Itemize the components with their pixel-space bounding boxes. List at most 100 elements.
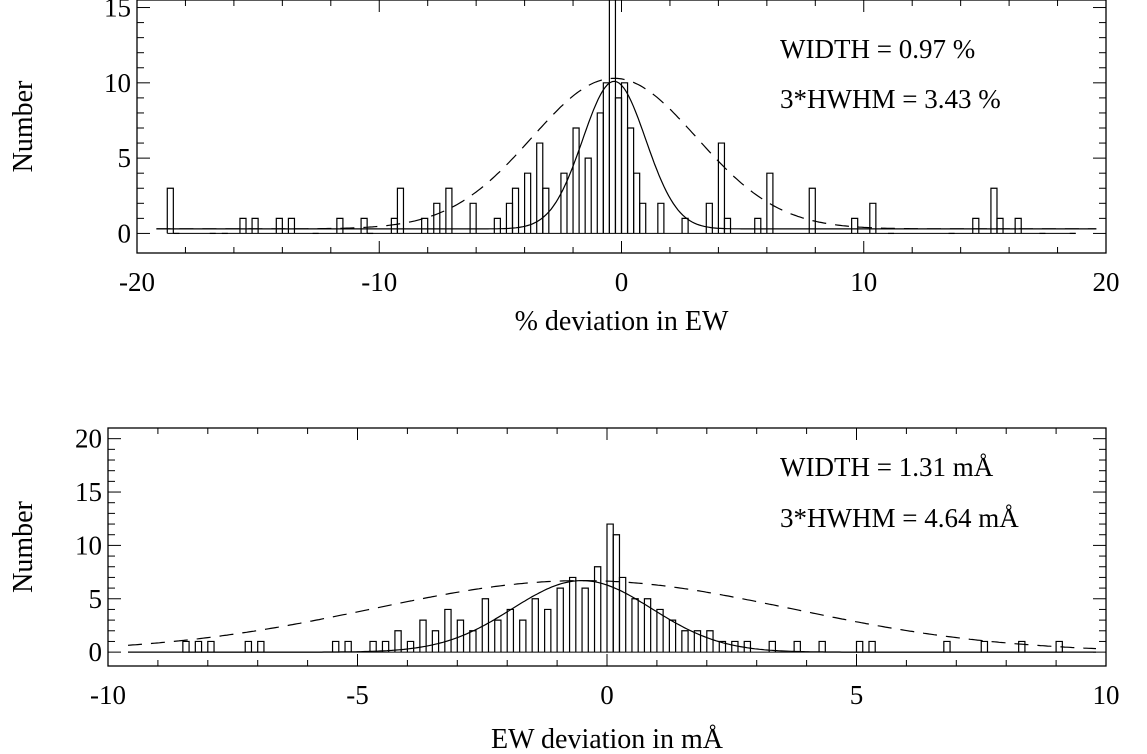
histogram-bar bbox=[869, 202, 877, 234]
histogram-bar bbox=[818, 640, 826, 653]
histogram-bar bbox=[544, 608, 552, 653]
histogram-bar bbox=[542, 187, 550, 234]
histogram-bar bbox=[793, 640, 801, 653]
histogram-bar bbox=[639, 202, 647, 234]
annotation-text: 3*HWHM = 3.43 % bbox=[780, 84, 1001, 114]
y-tick-label: 15 bbox=[75, 477, 102, 507]
x-axis-title: % deviation in EW bbox=[515, 306, 729, 337]
y-tick-label: 5 bbox=[118, 143, 132, 173]
histogram-bar bbox=[244, 640, 253, 653]
annotation-text: 3*HWHM = 4.64 mÅ bbox=[780, 503, 1019, 533]
histogram-bar bbox=[626, 127, 635, 234]
histogram-bar bbox=[972, 217, 980, 234]
y-tick-label: 10 bbox=[75, 530, 102, 560]
histogram-bar bbox=[681, 630, 689, 653]
histogram-bar bbox=[207, 640, 215, 653]
histogram-bar bbox=[419, 619, 427, 653]
histogram-bar bbox=[990, 187, 998, 234]
annotation-text: WIDTH = 0.97 % bbox=[780, 34, 975, 64]
histogram-bar bbox=[723, 217, 732, 234]
x-tick-label: -20 bbox=[119, 267, 155, 297]
histogram-bar bbox=[239, 217, 247, 234]
histogram-bar bbox=[481, 598, 490, 653]
histogram-bar bbox=[421, 217, 429, 234]
x-tick-label: -10 bbox=[361, 267, 397, 297]
histogram-bar bbox=[572, 127, 580, 234]
histogram-bar bbox=[469, 202, 477, 234]
histogram-bar bbox=[693, 630, 702, 653]
x-tick-label: 0 bbox=[600, 680, 614, 710]
histogram-bar bbox=[396, 187, 405, 234]
histogram-bar bbox=[531, 598, 539, 653]
fit-curve-dashed bbox=[156, 77, 1097, 230]
y-tick-label: 0 bbox=[89, 637, 103, 667]
x-axis-title: EW deviation in mÅ bbox=[491, 724, 724, 754]
fit-curve-solid bbox=[128, 579, 1096, 653]
histogram-bar bbox=[331, 640, 340, 653]
histogram-bar bbox=[766, 172, 774, 234]
histogram-bar bbox=[493, 217, 501, 234]
histogram-bar bbox=[444, 608, 452, 653]
x-tick-label: 10 bbox=[850, 267, 877, 297]
histogram-bar bbox=[614, 97, 623, 234]
x-tick-label: 0 bbox=[615, 267, 629, 297]
histogram-bar bbox=[980, 640, 989, 653]
histogram-bar bbox=[584, 157, 592, 234]
histogram-bar bbox=[560, 172, 568, 234]
histogram-bar bbox=[257, 640, 265, 653]
histogram-bar bbox=[631, 598, 639, 653]
histogram-bar bbox=[851, 217, 859, 234]
histogram-bar bbox=[731, 640, 739, 653]
histogram-bar bbox=[943, 640, 951, 653]
histogram-bar bbox=[602, 82, 610, 234]
histogram-bar bbox=[620, 82, 629, 234]
y-tick-label: 10 bbox=[104, 68, 131, 98]
histogram-bar bbox=[718, 640, 727, 653]
histogram-bar bbox=[506, 608, 515, 653]
histogram-bar bbox=[433, 202, 441, 234]
histogram-bar bbox=[1018, 640, 1026, 653]
histogram-bar bbox=[406, 640, 415, 653]
histogram-bar bbox=[593, 566, 602, 653]
histogram-bar bbox=[657, 202, 665, 234]
histogram-bar bbox=[618, 576, 627, 653]
histogram-bar bbox=[1014, 217, 1022, 234]
histogram-bar bbox=[381, 640, 390, 653]
x-tick-label: -10 bbox=[90, 680, 126, 710]
histogram-bar bbox=[511, 187, 520, 234]
histogram-bar bbox=[808, 187, 816, 234]
histogram-bar bbox=[456, 619, 465, 653]
histogram-bar bbox=[431, 630, 440, 653]
histogram-bar bbox=[523, 172, 532, 234]
y-axis-title: Number bbox=[8, 500, 39, 592]
histogram-bar bbox=[743, 640, 752, 653]
histogram-bar bbox=[768, 640, 777, 653]
histogram-bar bbox=[275, 217, 283, 234]
histogram bbox=[156, 0, 1097, 235]
y-tick-label: 20 bbox=[75, 424, 102, 454]
histogram-bar bbox=[596, 112, 604, 234]
histogram-bar bbox=[469, 630, 477, 653]
histogram-bar bbox=[581, 587, 589, 653]
histogram-bar bbox=[519, 619, 527, 653]
histogram-bar bbox=[287, 217, 296, 234]
histogram-bar bbox=[668, 619, 677, 653]
histogram-bar bbox=[855, 640, 864, 653]
histogram-bar bbox=[754, 217, 762, 234]
histogram-bar bbox=[656, 608, 664, 653]
histogram-bar bbox=[182, 640, 190, 653]
histogram-bar bbox=[717, 142, 726, 234]
y-axis-title: Number bbox=[8, 80, 39, 172]
annotation-text: WIDTH = 1.31 mÅ bbox=[780, 452, 994, 482]
histogram-bar bbox=[706, 630, 714, 653]
x-tick-label: 10 bbox=[1093, 680, 1120, 710]
histogram-bar bbox=[608, 0, 617, 234]
histogram-bar bbox=[369, 640, 377, 653]
fit-curve-dashed bbox=[127, 579, 1097, 650]
x-tick-label: -5 bbox=[346, 680, 369, 710]
y-tick-label: 0 bbox=[118, 218, 132, 248]
histogram-bar bbox=[606, 523, 614, 653]
histogram-bar bbox=[344, 640, 352, 653]
y-tick-label: 5 bbox=[89, 584, 103, 614]
